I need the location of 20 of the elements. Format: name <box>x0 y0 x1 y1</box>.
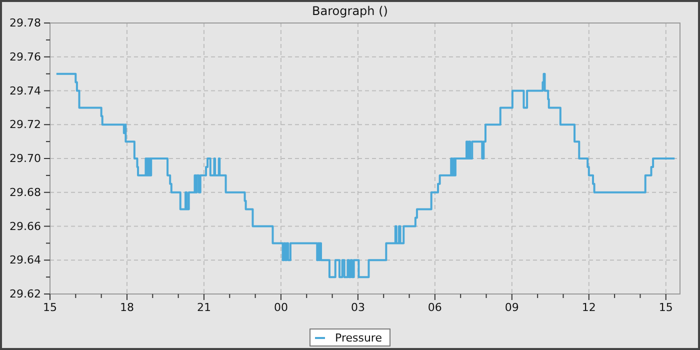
x-tick-label: 00 <box>274 300 288 314</box>
y-tick-label: 29.64 <box>10 254 41 267</box>
y-tick-label: 29.66 <box>10 220 41 233</box>
x-tick-label: 18 <box>120 300 134 314</box>
x-tick-label: 06 <box>428 300 442 314</box>
y-tick-label: 29.74 <box>10 84 41 98</box>
y-tick-label: 29.78 <box>10 16 41 30</box>
legend-label: Pressure <box>335 332 382 344</box>
x-tick-label: 21 <box>196 300 211 314</box>
y-tick-label: 29.68 <box>10 186 41 199</box>
x-tick-label: 09 <box>504 300 519 314</box>
y-tick-label: 29.72 <box>10 118 41 132</box>
x-tick-label: 03 <box>350 300 365 314</box>
y-tick-label: 29.70 <box>10 152 41 166</box>
x-tick-label: 15 <box>658 300 673 314</box>
chart-title: Barograph () <box>312 4 388 18</box>
x-tick-label: 12 <box>582 300 596 314</box>
x-tick-label: 15 <box>43 300 57 314</box>
y-tick-label: 29.76 <box>10 50 41 64</box>
y-tick-label: 29.62 <box>10 288 41 301</box>
